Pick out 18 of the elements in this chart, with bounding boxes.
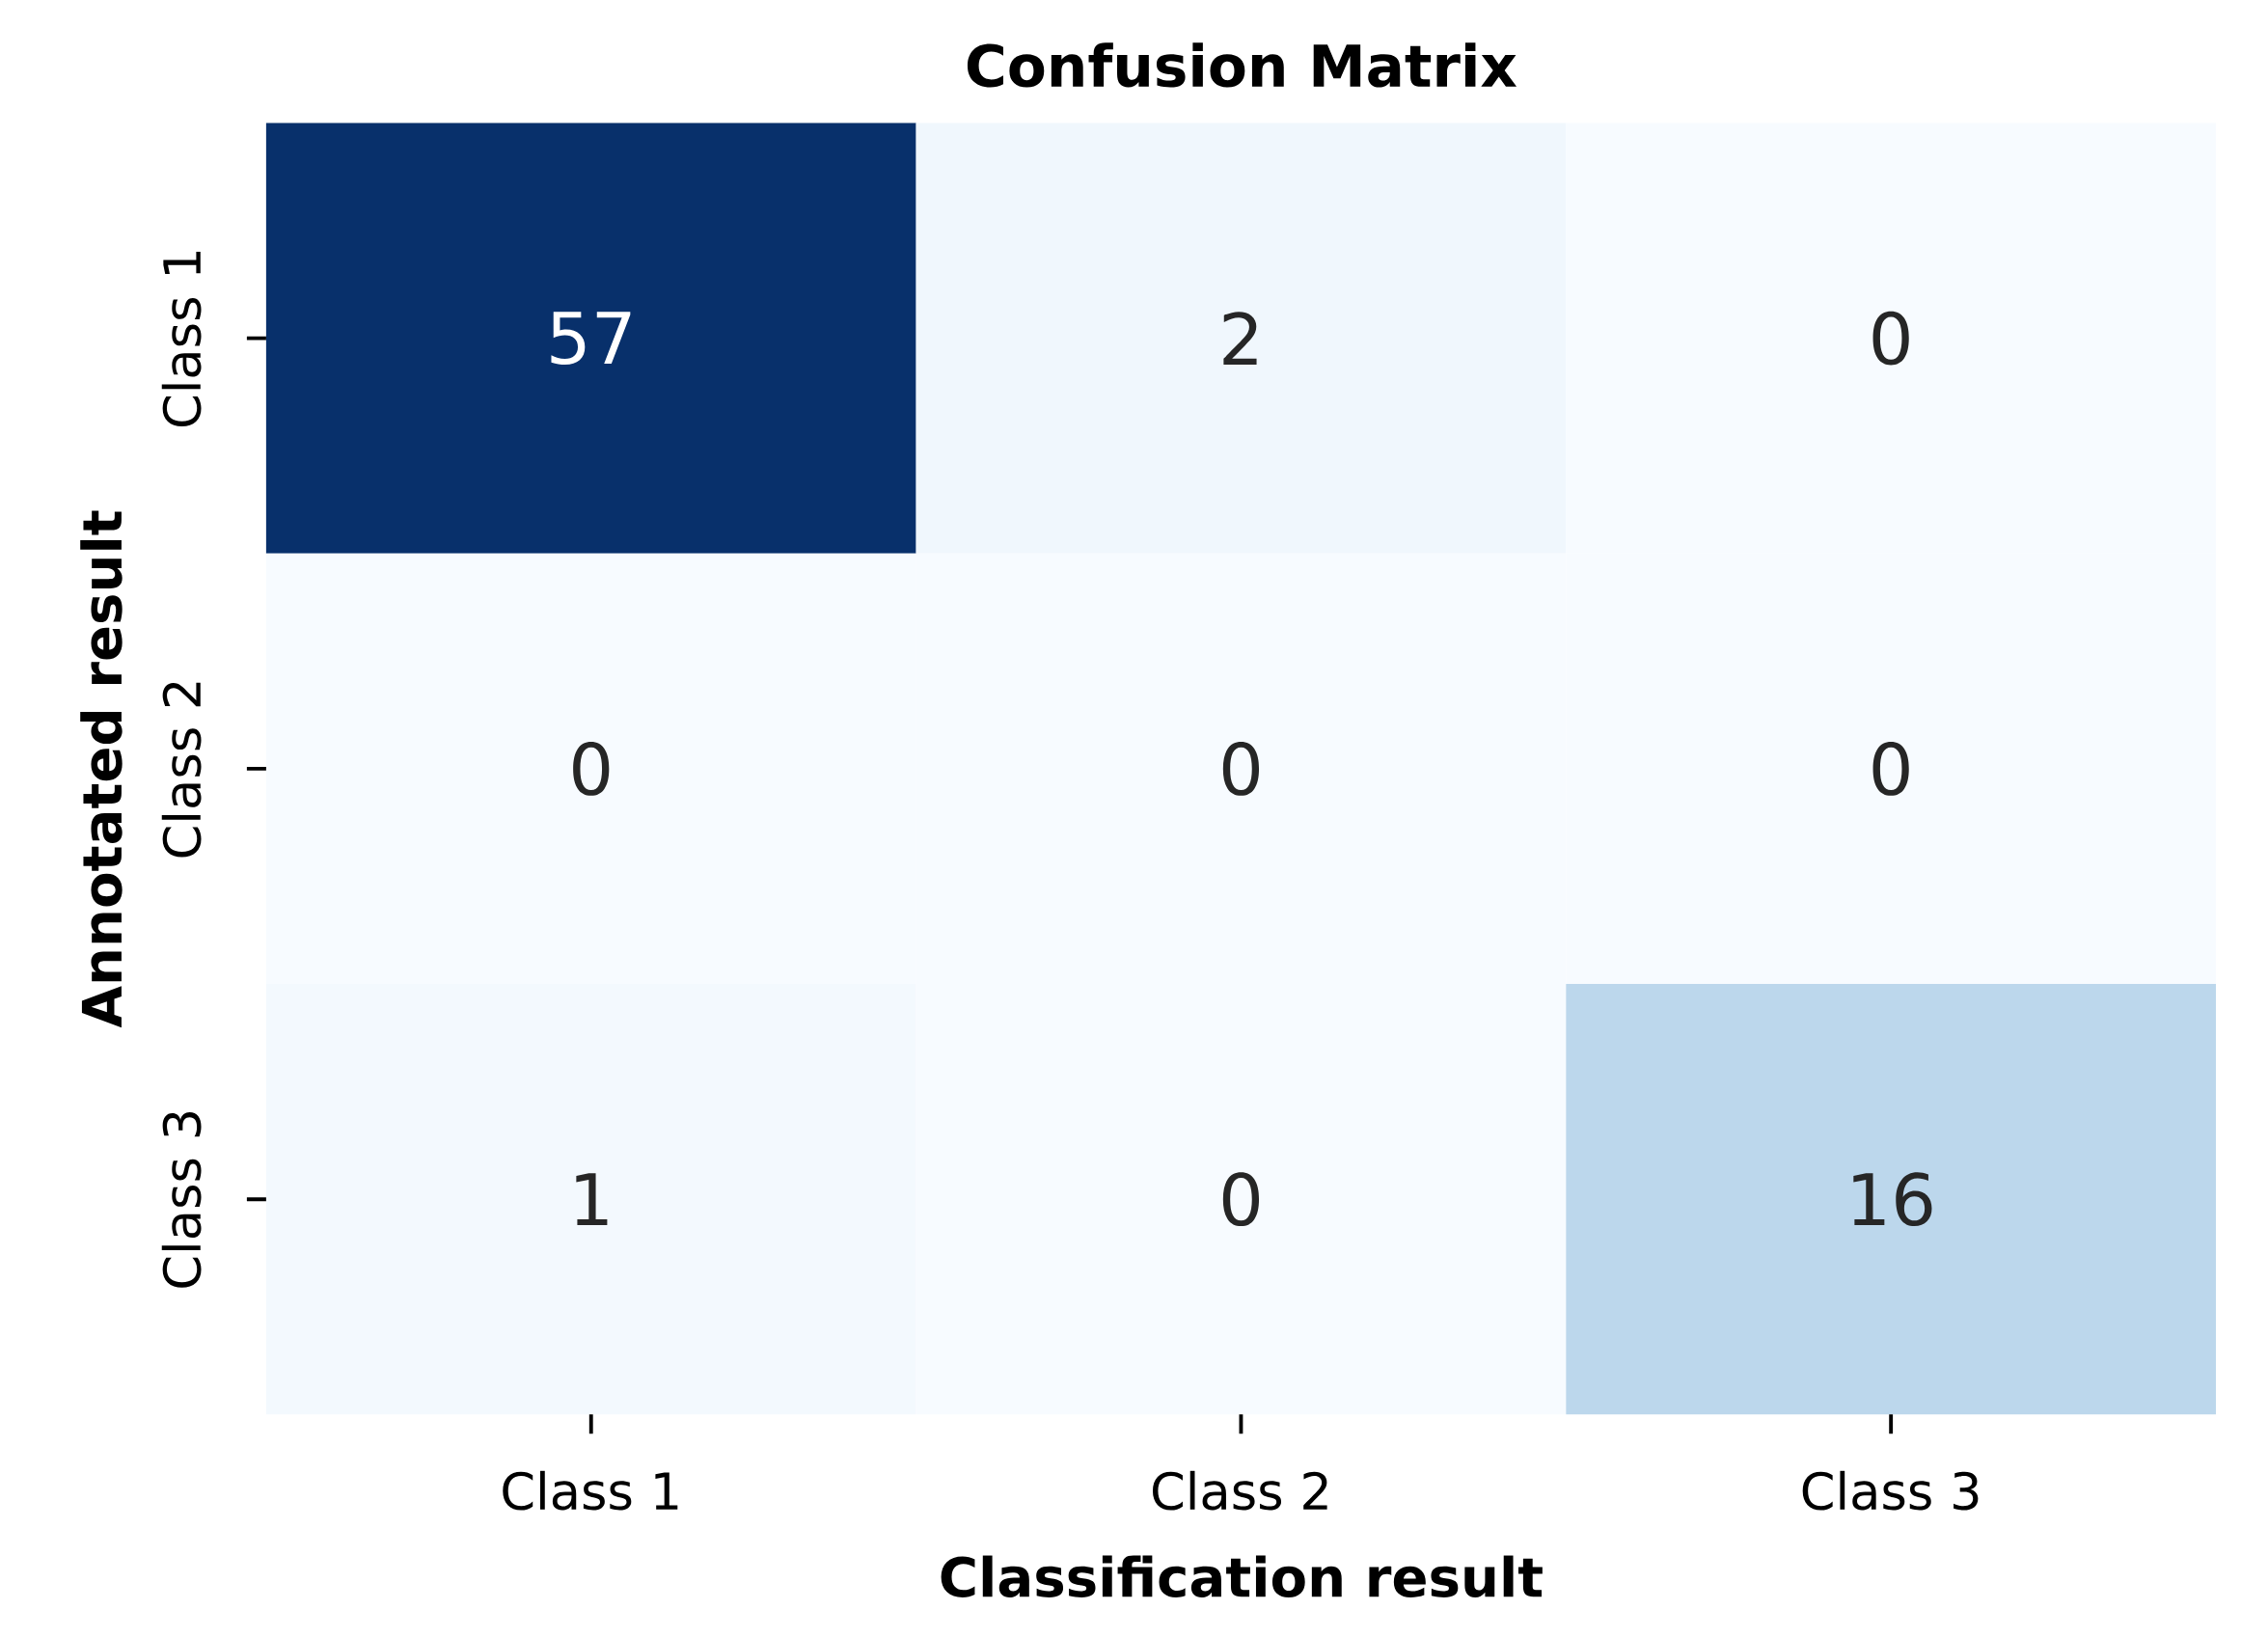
data-label: 0 [1222, 1172, 1260, 1226]
y-axis-title: Annotated result [80, 510, 123, 1028]
data-label: 0 [1872, 741, 1909, 796]
x-axis-title: Classification result [941, 1555, 1543, 1597]
y-tick-label: Class 2 [161, 682, 202, 858]
x-tick-label: Class 2 [1152, 1470, 1327, 1511]
y-tick-label: Class 3 [161, 1111, 202, 1288]
chart-title: Confusion Matrix [967, 42, 1517, 88]
data-label: 57 [551, 312, 631, 365]
y-tick-label: Class 1 [161, 251, 202, 426]
x-tick-label: Class 3 [1802, 1470, 1979, 1511]
data-label: 16 [1853, 1172, 1932, 1226]
x-tick-label: Class 1 [503, 1470, 678, 1511]
data-label: 1 [576, 1173, 608, 1225]
data-label: 0 [1872, 311, 1909, 366]
data-label: 2 [1223, 312, 1257, 365]
data-label: 0 [573, 741, 610, 796]
data-label: 0 [1222, 741, 1260, 796]
